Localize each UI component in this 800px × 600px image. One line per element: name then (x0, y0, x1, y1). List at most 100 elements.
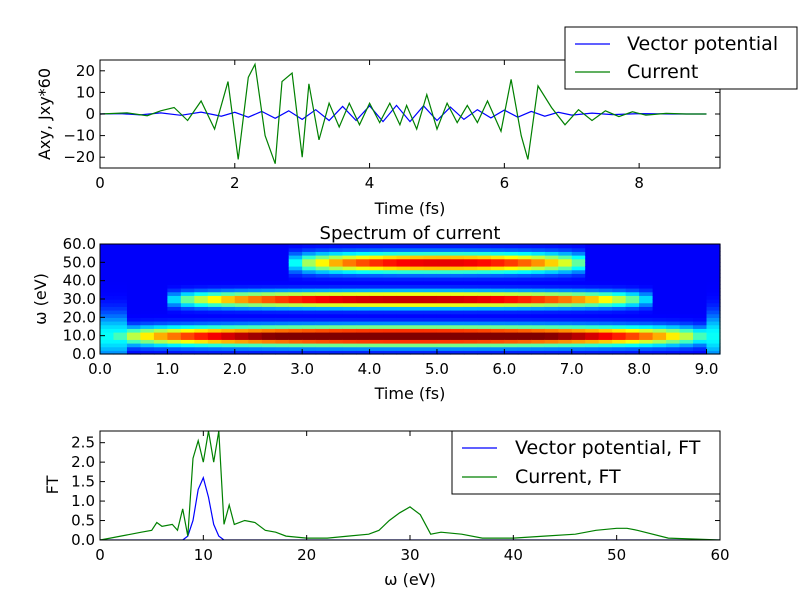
heatmap-cell (450, 302, 465, 307)
heatmap-cell (383, 306, 398, 311)
heatmap-cell (329, 251, 344, 256)
heatmap-cell (302, 291, 317, 296)
heatmap-cell (194, 262, 209, 267)
heatmap-cell (558, 266, 573, 271)
heatmap-cell (234, 251, 249, 256)
heatmap-cell (153, 321, 168, 326)
heatmap-cell (666, 244, 681, 249)
heatmap-cell (221, 321, 236, 326)
heatmap-cell (221, 350, 236, 355)
heatmap-cell (490, 313, 505, 318)
heatmap-cell (463, 266, 478, 271)
heatmap-cell (275, 258, 290, 263)
heatmap-cell (436, 306, 452, 311)
heatmap-cell (652, 306, 667, 311)
heatmap-cell (180, 328, 195, 333)
heatmap-cell (288, 306, 303, 311)
heatmap-cell (275, 244, 290, 249)
heatmap-cell (517, 335, 532, 340)
heatmap-cell (436, 310, 452, 315)
heatmap-cell (302, 273, 317, 278)
heatmap-cell (463, 244, 478, 249)
heatmap-cell (342, 321, 357, 326)
heatmap-cell (207, 269, 222, 274)
heatmap-cell (221, 266, 236, 271)
heatmap-cell (490, 302, 505, 307)
heatmap-cell (585, 269, 600, 274)
heatmap-cell (679, 310, 694, 315)
heatmap-cell (423, 339, 438, 344)
heatmap-cell (356, 266, 371, 271)
heatmap-cell (558, 321, 573, 326)
heatmap-cell (261, 321, 276, 326)
heatmap-cell (234, 313, 249, 318)
heatmap-cell (423, 343, 438, 348)
heatmap-cell (544, 310, 559, 315)
heatmap-cell (693, 269, 708, 274)
heatmap-cell (598, 302, 613, 307)
heatmap-cell (544, 299, 559, 304)
heatmap-cell (315, 346, 330, 351)
heatmap-cell (531, 291, 546, 296)
heatmap-cell (221, 299, 236, 304)
heatmap-cell (342, 258, 357, 263)
x-tick-label: 0 (95, 174, 105, 192)
heatmap-cell (639, 273, 654, 278)
heatmap-cell (652, 247, 667, 252)
heatmap-cell (275, 321, 290, 326)
heatmap-cell (194, 346, 209, 351)
heatmap-cell (410, 324, 425, 329)
heatmap-cell (693, 328, 708, 333)
heatmap-cell (504, 251, 519, 256)
heatmap-cell (126, 288, 142, 293)
heatmap-cell (612, 258, 627, 263)
heatmap-cell (261, 262, 276, 267)
heatmap-cell (100, 273, 115, 278)
heatmap-cell (288, 251, 303, 256)
heatmap-cell (598, 258, 613, 263)
heatmap-cell (207, 346, 222, 351)
heatmap-cell (100, 346, 115, 351)
heatmap-cell (706, 339, 721, 344)
heatmap-cell (248, 346, 263, 351)
heatmap-cell (288, 324, 303, 329)
heatmap-cell (248, 321, 263, 326)
heatmap-cell (369, 350, 384, 355)
heatmap-cell (531, 313, 546, 318)
heatmap-cell (207, 262, 222, 267)
heatmap-cell (126, 251, 142, 256)
heatmap-cell (625, 277, 640, 282)
heatmap-cell (410, 280, 425, 285)
heatmap-cell (342, 306, 357, 311)
heatmap-cell (612, 346, 627, 351)
heatmap-cell (126, 339, 142, 344)
heatmap-cell (207, 280, 222, 285)
heatmap-cell (679, 262, 694, 267)
heatmap-cell (504, 277, 519, 282)
heatmap-cell (517, 262, 532, 267)
heatmap-cell (652, 262, 667, 267)
heatmap-cell (113, 251, 128, 256)
heatmap-cell (180, 262, 195, 267)
heatmap-cell (342, 343, 357, 348)
heatmap-cell (598, 244, 613, 249)
heatmap-cell (221, 255, 236, 260)
heatmap-cell (410, 258, 425, 263)
heatmap-cell (396, 280, 411, 285)
heatmap-cell (167, 255, 182, 260)
heatmap-cell (100, 295, 115, 300)
heatmap-cell (490, 244, 505, 249)
heatmap-cell (113, 284, 128, 289)
heatmap-cell (302, 262, 317, 267)
heatmap-cell (666, 346, 681, 351)
heatmap-cell (342, 247, 357, 252)
heatmap-cell (450, 317, 465, 322)
heatmap-cell (571, 350, 586, 355)
heatmap-cell (248, 280, 263, 285)
heatmap-cell (113, 346, 128, 351)
y-tick-label: 0 (85, 105, 95, 123)
heatmap-cell (517, 324, 532, 329)
heatmap-cell (652, 269, 667, 274)
heatmap-cell (517, 273, 532, 278)
heatmap-cell (625, 343, 640, 348)
